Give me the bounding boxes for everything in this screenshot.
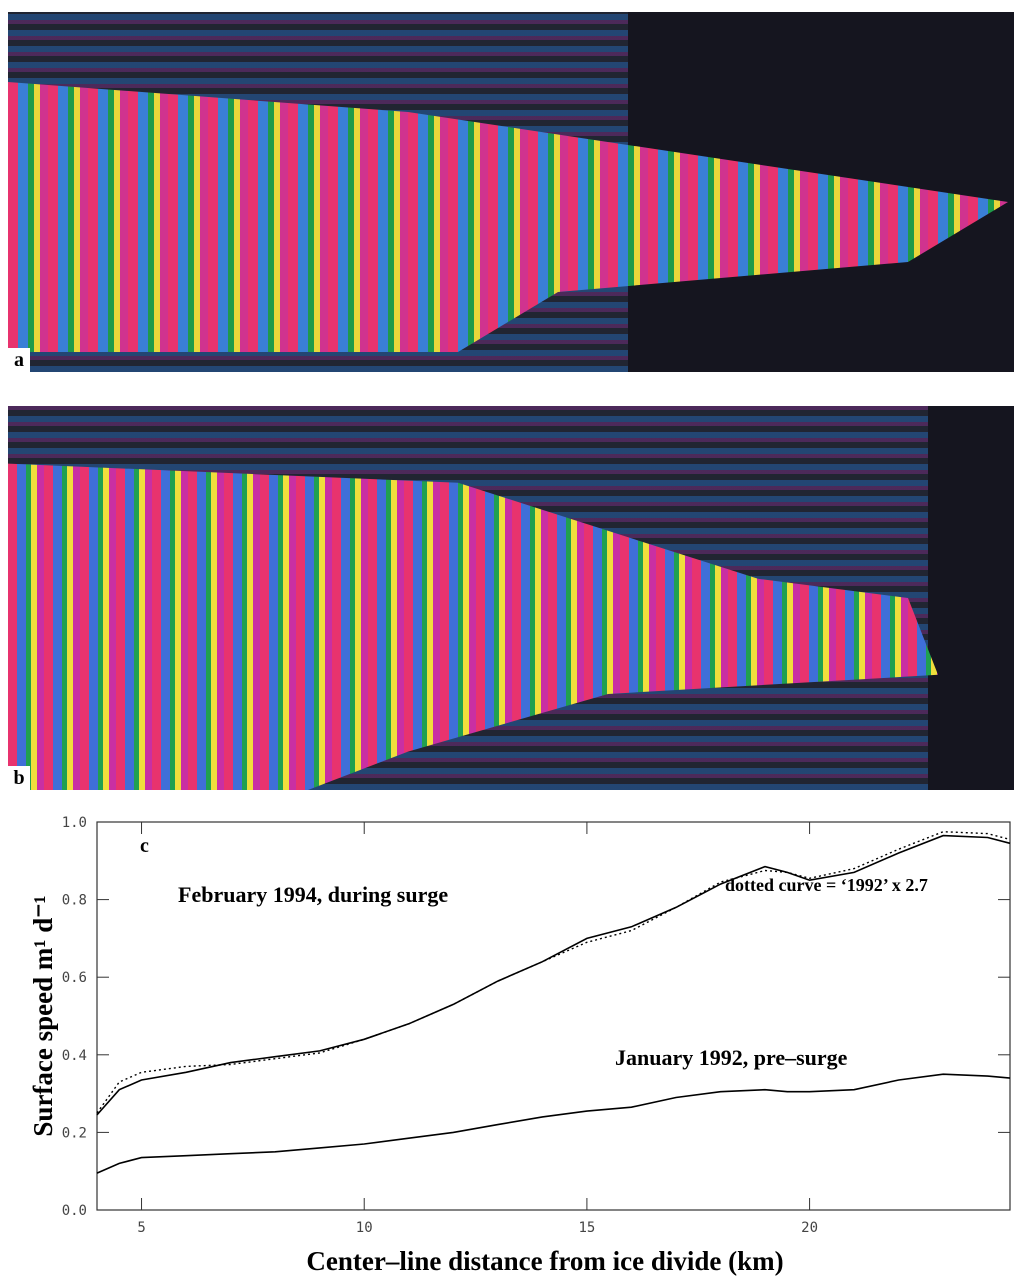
series-label: dotted curve = ‘1992’ x 2.7 <box>725 875 928 895</box>
series-label: January 1992, pre–surge <box>615 1045 848 1070</box>
series-line <box>97 832 1010 1113</box>
y-tick-label: 0.6 <box>62 970 87 986</box>
series-label: February 1994, during surge <box>178 882 448 907</box>
chart: c Center–line distance from ice divide (… <box>0 800 1014 1281</box>
y-tick-label: 0.0 <box>62 1203 87 1219</box>
panel-label: b <box>8 766 30 790</box>
x-tick-label: 15 <box>578 1220 595 1236</box>
panel-label: c <box>140 835 149 857</box>
interferogram-b: b <box>8 406 1014 790</box>
x-tick-label: 20 <box>801 1220 818 1236</box>
y-axis-label: Surface speed m¹ d⁻¹ <box>28 895 58 1136</box>
y-tick-label: 0.4 <box>62 1048 87 1064</box>
y-tick-label: 0.2 <box>62 1125 87 1141</box>
series-line <box>97 1074 1010 1173</box>
y-tick-label: 0.8 <box>62 893 87 909</box>
panel-label: a <box>8 348 30 372</box>
x-axis-label: Center–line distance from ice divide (km… <box>306 1246 783 1276</box>
y-tick-label: 1.0 <box>62 815 87 831</box>
x-tick-label: 5 <box>137 1220 145 1236</box>
figure: {"panels": [{"label": "a"}, {"label": "b… <box>0 0 1014 1281</box>
interferogram-a: a <box>8 12 1014 372</box>
x-tick-label: 10 <box>356 1220 373 1236</box>
